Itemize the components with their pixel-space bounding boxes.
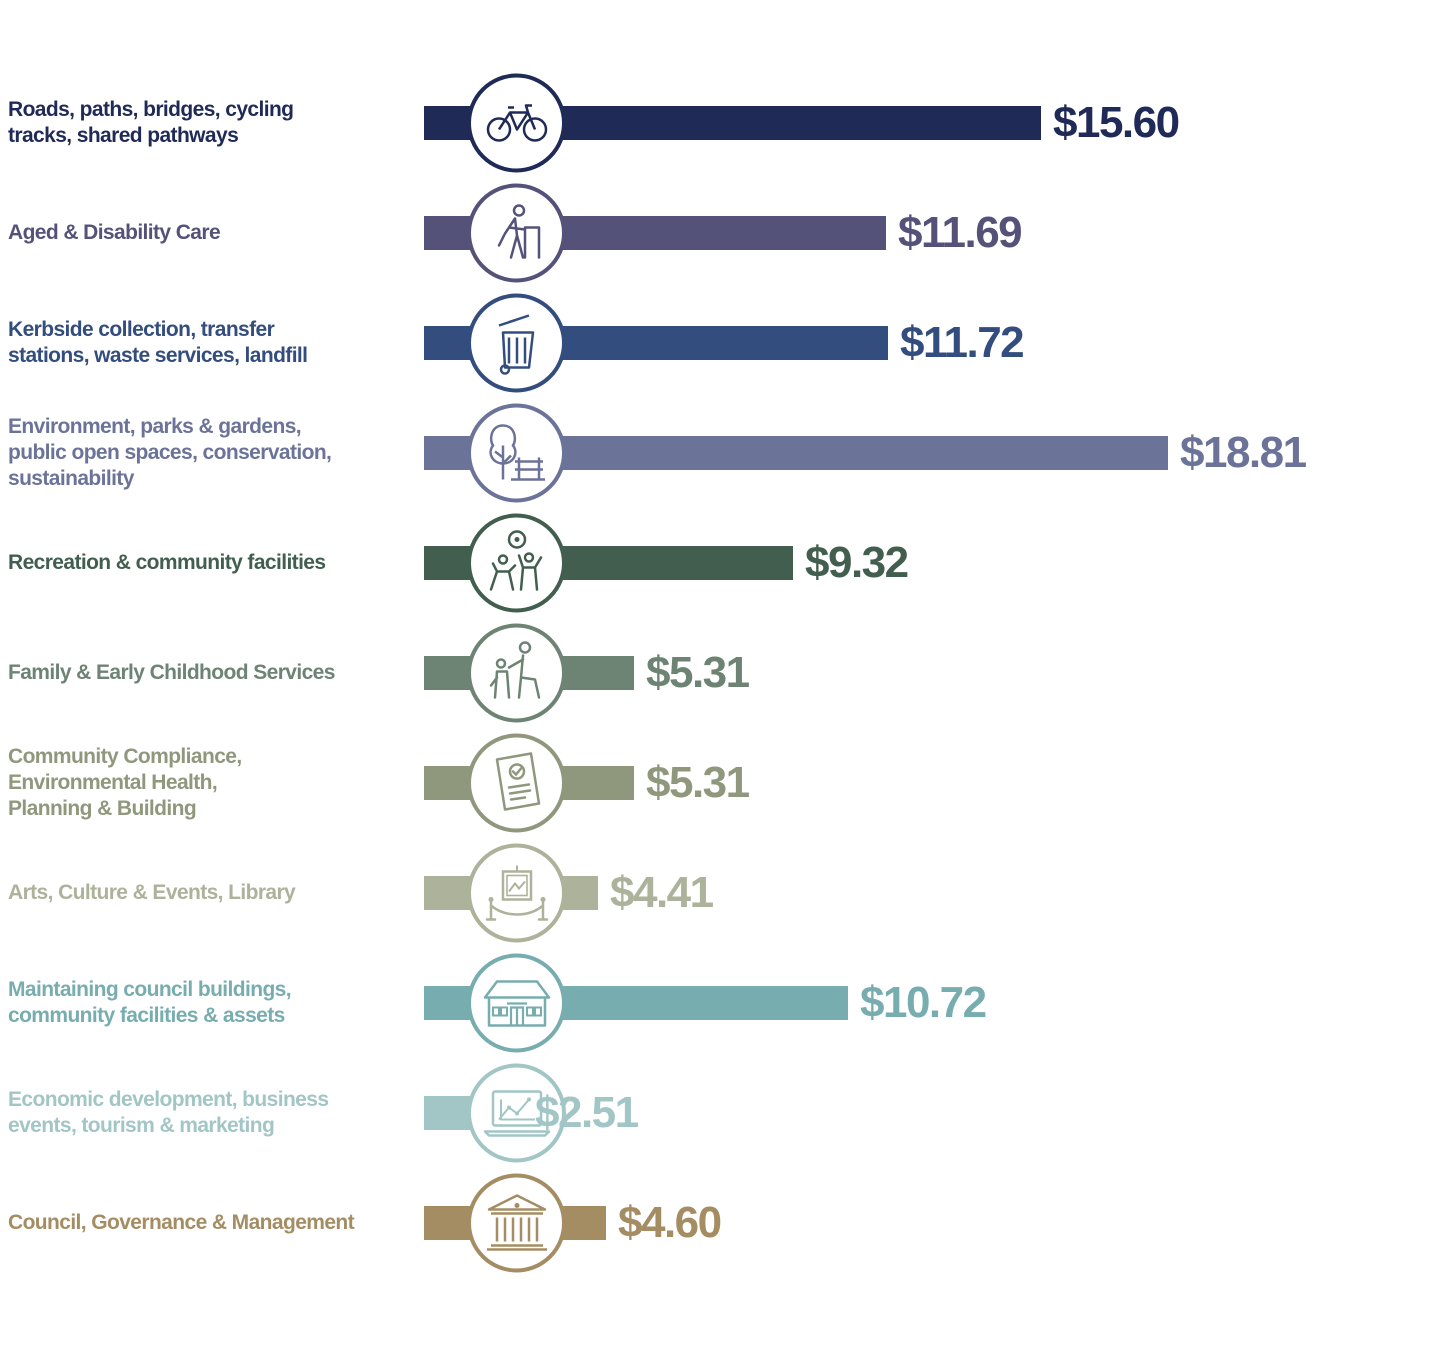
- chart-row: Council, Governance & Management $4.60: [0, 1168, 1440, 1278]
- value-label: $18.81: [1180, 428, 1307, 477]
- chart-row: Recreation & community facilities $9.32: [0, 508, 1440, 618]
- art-exhibit-icon: [467, 843, 566, 943]
- government-building-icon: [467, 1173, 566, 1273]
- value-label: $4.41: [610, 868, 714, 917]
- parent-child-icon: [467, 623, 566, 723]
- value-label: $4.60: [618, 1198, 722, 1247]
- value-label: $11.72: [900, 318, 1025, 367]
- wheelie-bin-icon: [467, 293, 566, 393]
- chart-row: Family & Early Childhood Services $5.31: [0, 618, 1440, 728]
- category-label: Arts, Culture & Events, Library: [8, 881, 296, 904]
- bicycle-icon: [467, 73, 566, 173]
- council-building-icon: [467, 953, 566, 1053]
- tree-bench-icon: [467, 403, 566, 503]
- chart-row: Community Compliance, Environmental Heal…: [0, 728, 1440, 838]
- category-label: Aged & Disability Care: [8, 221, 221, 244]
- category-label: Kerbside collection, transfer stations, …: [8, 318, 308, 367]
- sports-people-icon: [467, 513, 566, 613]
- chart-row: Arts, Culture & Events, Library $4.41: [0, 838, 1440, 948]
- value-label: $15.60: [1053, 98, 1180, 147]
- category-label: Community Compliance, Environmental Heal…: [8, 745, 242, 820]
- category-label: Economic development, business events, t…: [8, 1088, 329, 1137]
- category-label: Maintaining council buildings, community…: [8, 978, 292, 1027]
- category-label: Family & Early Childhood Services: [8, 661, 335, 684]
- chart-row: Kerbside collection, transfer stations, …: [0, 288, 1440, 398]
- certificate-document-icon: [467, 733, 566, 833]
- category-label: Environment, parks & gardens, public ope…: [8, 415, 332, 490]
- elderly-walker-icon: [467, 183, 566, 283]
- chart-row: Economic development, business events, t…: [0, 1058, 1440, 1168]
- chart-row: Aged & Disability Care $11.69: [0, 178, 1440, 288]
- value-label: $5.31: [646, 648, 750, 697]
- value-label: $10.72: [860, 978, 987, 1027]
- laptop-chart-icon: [467, 1063, 566, 1163]
- chart-row: Maintaining council buildings, community…: [0, 948, 1440, 1058]
- value-label: $2.51: [535, 1088, 639, 1137]
- chart-row: Environment, parks & gardens, public ope…: [0, 398, 1440, 508]
- value-label: $9.32: [805, 538, 909, 587]
- chart-row: Roads, paths, bridges, cycling tracks, s…: [0, 68, 1440, 178]
- category-label: Recreation & community facilities: [8, 551, 326, 574]
- category-label: Roads, paths, bridges, cycling tracks, s…: [8, 98, 294, 147]
- value-label: $5.31: [646, 758, 750, 807]
- category-label: Council, Governance & Management: [8, 1211, 355, 1234]
- value-label: $11.69: [898, 208, 1023, 257]
